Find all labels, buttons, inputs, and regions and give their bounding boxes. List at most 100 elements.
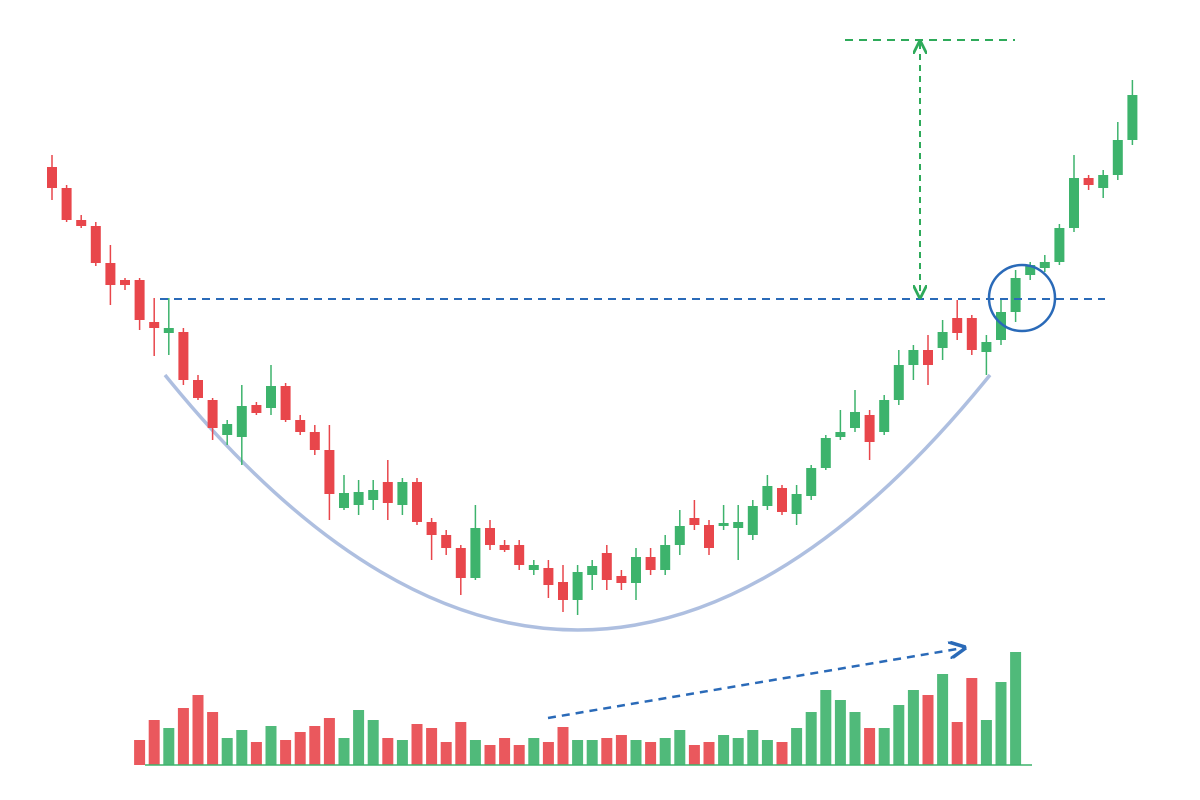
candle-body bbox=[1054, 228, 1065, 262]
candle-body bbox=[295, 420, 306, 432]
candle-body bbox=[806, 468, 817, 496]
volume-bar bbox=[937, 674, 949, 765]
volume-bar bbox=[951, 722, 963, 765]
candle-body bbox=[76, 220, 87, 226]
volume-bar bbox=[440, 742, 452, 765]
volume-bar bbox=[761, 740, 773, 765]
candle-body bbox=[820, 438, 831, 468]
volume-bar bbox=[134, 740, 146, 765]
candle-body bbox=[893, 365, 904, 400]
candle-body bbox=[572, 572, 583, 600]
volume-bar bbox=[688, 745, 700, 765]
candle-body bbox=[616, 576, 627, 583]
volume-bar bbox=[294, 732, 306, 765]
candle-body bbox=[178, 332, 189, 380]
volume-bar bbox=[236, 730, 248, 765]
volume-bar bbox=[1010, 652, 1022, 765]
volume-bar bbox=[878, 728, 890, 765]
volume-bar bbox=[426, 728, 438, 765]
candle-body bbox=[777, 488, 787, 512]
volume-bar bbox=[177, 708, 189, 765]
candle-body bbox=[558, 582, 568, 600]
candle-body bbox=[251, 405, 262, 413]
volume-bar bbox=[499, 738, 511, 765]
candle-body bbox=[718, 523, 729, 526]
candle-body bbox=[747, 506, 758, 535]
volume-bar bbox=[280, 740, 292, 765]
candle-body bbox=[90, 226, 101, 263]
volume-bar bbox=[732, 738, 744, 765]
candle-body bbox=[1039, 262, 1050, 268]
volume-bar bbox=[455, 722, 467, 765]
candle-body bbox=[543, 568, 554, 585]
candle-body bbox=[455, 548, 466, 578]
volume-bar bbox=[659, 738, 671, 765]
candle-body bbox=[704, 525, 714, 548]
volume-bar bbox=[995, 682, 1007, 765]
candle-body bbox=[631, 557, 641, 583]
breakout-circle bbox=[987, 263, 1057, 333]
volume-bar bbox=[615, 735, 627, 765]
volume-bar bbox=[805, 712, 817, 765]
candle-body bbox=[339, 493, 349, 508]
candle-body bbox=[1010, 278, 1021, 312]
candle-body bbox=[1069, 178, 1079, 228]
candle-body bbox=[660, 545, 671, 570]
volume-bar bbox=[791, 728, 803, 765]
candle-body bbox=[309, 432, 320, 450]
candle-body bbox=[470, 528, 481, 578]
volume-bar bbox=[820, 690, 832, 765]
volume-bar bbox=[674, 730, 686, 765]
volume-trend-arrow bbox=[547, 648, 963, 720]
candle-body bbox=[280, 386, 291, 420]
candle-body bbox=[689, 518, 700, 525]
candle-body bbox=[908, 350, 919, 365]
candle-body bbox=[412, 482, 422, 522]
candle-body bbox=[441, 535, 452, 548]
volume-bar bbox=[382, 738, 394, 765]
candle-body bbox=[426, 522, 437, 535]
candle-body bbox=[353, 492, 364, 505]
volume-bar bbox=[907, 690, 919, 765]
candle-body bbox=[733, 522, 744, 528]
volume-bar bbox=[192, 695, 204, 765]
candle-body bbox=[134, 280, 145, 320]
candle-body bbox=[105, 263, 116, 285]
cup-arc bbox=[163, 373, 992, 632]
volume-bar bbox=[207, 712, 219, 765]
candle-body bbox=[674, 526, 685, 545]
candle-body bbox=[514, 545, 525, 565]
volume-bar bbox=[718, 735, 730, 765]
volume-bar bbox=[849, 712, 861, 765]
candle-body bbox=[149, 322, 160, 328]
candle-body bbox=[207, 400, 218, 428]
candle-body bbox=[528, 565, 539, 570]
candle-body bbox=[850, 412, 860, 428]
volume-bar bbox=[557, 727, 569, 765]
candle-body bbox=[222, 424, 233, 435]
candle-body bbox=[120, 280, 130, 285]
candle-body bbox=[61, 188, 72, 220]
candle-body bbox=[499, 545, 510, 550]
candle-body bbox=[382, 482, 393, 503]
candle-body bbox=[996, 312, 1006, 340]
candle-body bbox=[952, 318, 963, 333]
volume-bar bbox=[776, 742, 788, 765]
volume-bar bbox=[148, 720, 160, 765]
volume-bar bbox=[353, 710, 365, 765]
volume-bar bbox=[163, 728, 175, 765]
volume-bar bbox=[966, 678, 978, 765]
volume-bars bbox=[134, 652, 1032, 766]
candle-body bbox=[236, 406, 247, 437]
candle-body bbox=[966, 318, 977, 350]
candle-body bbox=[266, 386, 276, 408]
volume-bar bbox=[323, 718, 335, 765]
volume-bar bbox=[309, 726, 321, 765]
candle-body bbox=[163, 328, 174, 333]
candle-body bbox=[193, 380, 203, 398]
candle-body bbox=[1098, 175, 1109, 188]
volume-bar bbox=[864, 728, 876, 765]
candle-body bbox=[1083, 178, 1094, 185]
